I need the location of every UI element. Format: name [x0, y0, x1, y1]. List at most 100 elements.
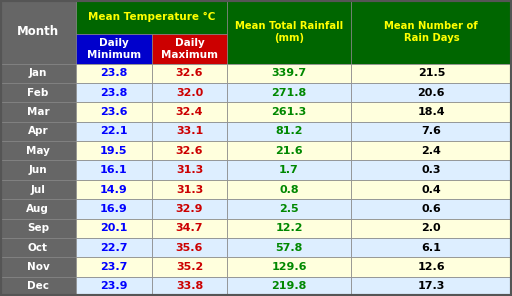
Bar	[152, 160, 227, 180]
Text: 23.9: 23.9	[100, 281, 127, 291]
Bar	[152, 277, 227, 296]
Bar	[227, 83, 351, 102]
Text: 35.2: 35.2	[176, 262, 203, 272]
Bar	[152, 102, 227, 122]
Text: 2.5: 2.5	[279, 204, 299, 214]
Text: 16.9: 16.9	[100, 204, 127, 214]
Text: 22.7: 22.7	[100, 243, 127, 252]
Text: 32.0: 32.0	[176, 88, 203, 98]
Text: 1.7: 1.7	[279, 165, 299, 175]
Text: 22.1: 22.1	[100, 126, 127, 136]
Bar	[0, 160, 76, 180]
Bar	[0, 102, 76, 122]
Bar	[0, 141, 76, 160]
Bar	[76, 218, 152, 238]
Bar	[152, 218, 227, 238]
Text: 32.6: 32.6	[176, 146, 203, 156]
Bar	[152, 83, 227, 102]
Bar	[0, 277, 76, 296]
Bar	[76, 64, 152, 83]
Text: 57.8: 57.8	[275, 243, 303, 252]
Text: 23.8: 23.8	[100, 88, 127, 98]
Bar	[351, 218, 512, 238]
Text: 20.6: 20.6	[418, 88, 445, 98]
Text: Mar: Mar	[27, 107, 49, 117]
Bar	[227, 238, 351, 257]
Text: 21.5: 21.5	[418, 68, 445, 78]
Bar	[0, 180, 76, 199]
Bar	[76, 0, 227, 34]
Bar	[76, 160, 152, 180]
Bar	[0, 122, 76, 141]
Text: 20.1: 20.1	[100, 223, 127, 233]
Bar	[227, 102, 351, 122]
Text: 271.8: 271.8	[271, 88, 307, 98]
Text: 0.6: 0.6	[421, 204, 441, 214]
Text: 81.2: 81.2	[275, 126, 303, 136]
Bar	[76, 277, 152, 296]
Bar	[76, 257, 152, 277]
Bar	[152, 141, 227, 160]
Text: 0.8: 0.8	[279, 184, 299, 194]
Bar	[76, 83, 152, 102]
Bar	[152, 238, 227, 257]
Text: May: May	[26, 146, 50, 156]
Bar	[227, 64, 351, 83]
Text: 23.8: 23.8	[100, 68, 127, 78]
Bar	[152, 199, 227, 218]
Text: 0.4: 0.4	[421, 184, 441, 194]
Bar	[351, 83, 512, 102]
Text: 33.1: 33.1	[176, 126, 203, 136]
Text: 0.3: 0.3	[421, 165, 441, 175]
Text: Jun: Jun	[29, 165, 47, 175]
Bar	[0, 218, 76, 238]
Text: Dec: Dec	[27, 281, 49, 291]
Bar	[0, 83, 76, 102]
Text: 21.6: 21.6	[275, 146, 303, 156]
Text: 14.9: 14.9	[100, 184, 127, 194]
Bar	[0, 257, 76, 277]
Text: Feb: Feb	[27, 88, 49, 98]
Bar	[152, 64, 227, 83]
Text: 7.6: 7.6	[421, 126, 441, 136]
Bar	[351, 160, 512, 180]
Bar	[351, 64, 512, 83]
Bar	[351, 122, 512, 141]
Text: 23.7: 23.7	[100, 262, 127, 272]
Bar	[0, 238, 76, 257]
Text: 19.5: 19.5	[100, 146, 127, 156]
Text: Jan: Jan	[29, 68, 47, 78]
Bar	[0, 64, 76, 83]
Bar	[227, 218, 351, 238]
Text: Mean Number of
Rain Days: Mean Number of Rain Days	[385, 21, 478, 43]
Bar	[351, 199, 512, 218]
Text: Jul: Jul	[30, 184, 46, 194]
Text: 31.3: 31.3	[176, 165, 203, 175]
Bar	[76, 141, 152, 160]
Text: Aug: Aug	[27, 204, 49, 214]
Bar	[152, 122, 227, 141]
Text: 23.6: 23.6	[100, 107, 127, 117]
Bar	[227, 277, 351, 296]
Text: 16.1: 16.1	[100, 165, 127, 175]
Bar	[152, 180, 227, 199]
Text: 32.6: 32.6	[176, 68, 203, 78]
Bar	[227, 122, 351, 141]
Bar	[0, 199, 76, 218]
Bar	[351, 257, 512, 277]
Text: 219.8: 219.8	[271, 281, 307, 291]
Bar	[351, 277, 512, 296]
Bar	[76, 180, 152, 199]
Text: 18.4: 18.4	[418, 107, 445, 117]
Text: 2.0: 2.0	[421, 223, 441, 233]
Bar	[76, 122, 152, 141]
Bar	[227, 180, 351, 199]
Bar	[351, 102, 512, 122]
Text: 129.6: 129.6	[271, 262, 307, 272]
Bar	[76, 238, 152, 257]
Text: Nov: Nov	[27, 262, 49, 272]
Text: 12.2: 12.2	[275, 223, 303, 233]
Text: Apr: Apr	[28, 126, 48, 136]
Bar	[351, 141, 512, 160]
Bar	[227, 257, 351, 277]
